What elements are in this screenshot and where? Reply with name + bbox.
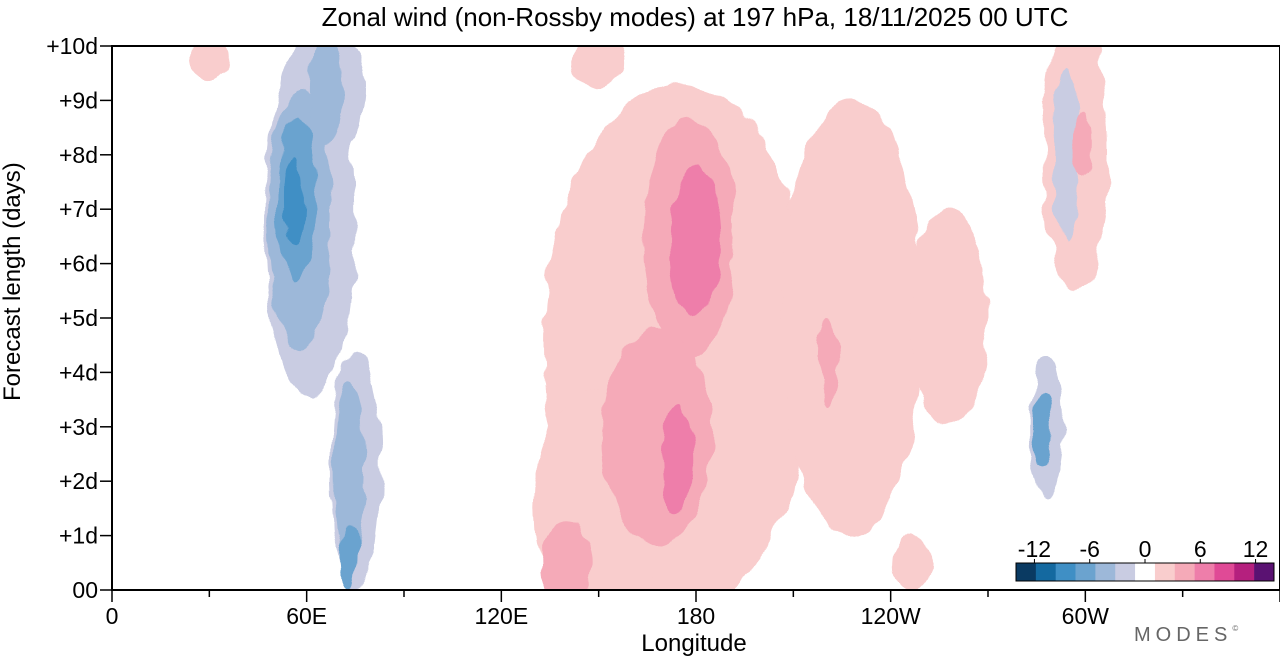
colorbar-tick-label: 12 <box>1243 536 1269 562</box>
colorbar-swatch <box>1254 563 1275 581</box>
x-axis: 0 60E 120E 180 120W 60W <box>106 590 1280 629</box>
colorbar: -12 -6 0 6 12 <box>1015 536 1275 582</box>
y-tick-label: +7d <box>59 196 98 222</box>
x-tick-label: 60E <box>286 603 327 629</box>
y-tick-label: +6d <box>59 251 98 277</box>
contour-region-6 <box>1185 122 1264 590</box>
contour-region-21 <box>1052 67 1079 242</box>
colorbar-tick-label: 0 <box>1139 536 1152 562</box>
colorbar-swatch <box>1154 563 1176 581</box>
y-tick-label: 00 <box>72 577 98 603</box>
contour-region-15 <box>189 46 229 79</box>
contour-region-16 <box>890 535 930 590</box>
y-tick-label: +10d <box>46 33 98 59</box>
contour-region-33 <box>339 524 359 590</box>
y-tick-label: +9d <box>59 87 98 113</box>
x-tick-label: 120W <box>861 603 921 629</box>
contour-region-29 <box>309 46 343 144</box>
y-tick-label: +5d <box>59 305 98 331</box>
colorbar-tick-label: 6 <box>1194 536 1207 562</box>
contour-region-12 <box>910 209 988 427</box>
x-axis-label: Longitude <box>641 630 747 657</box>
contour-region-35 <box>283 154 304 242</box>
x-tick-label: 180 <box>677 603 715 629</box>
contour-region-23 <box>601 328 713 547</box>
colorbar-swatch <box>1194 563 1215 581</box>
contour-region-30 <box>670 165 722 318</box>
colorbar-swatch <box>1055 563 1076 581</box>
chart-title: Zonal wind (non-Rossby modes) at 197 hPa… <box>321 2 1069 32</box>
modes-logo: MODES© <box>1134 624 1238 647</box>
y-axis: 00 +1d +2d +3d +4d +5d +6d +7d +8d +9d +10d <box>46 33 112 603</box>
colorbar-swatch <box>1016 563 1037 581</box>
colorbar-swatch <box>1115 563 1136 581</box>
contour-region-25 <box>819 318 839 406</box>
colorbar-tick-label: -6 <box>1079 536 1099 562</box>
y-tick-label: +1d <box>59 523 98 549</box>
colorbar-tick-label: -12 <box>1018 536 1051 562</box>
contour-fills <box>118 46 1264 590</box>
logo-text: MODES <box>1134 624 1233 646</box>
contour-region-34 <box>1033 388 1053 465</box>
x-tick-label: 60W <box>1062 603 1110 629</box>
colorbar-swatch <box>1095 563 1116 581</box>
contour-region-31 <box>660 405 693 514</box>
contour-region-26 <box>1072 111 1092 177</box>
contour-region-11 <box>780 100 924 536</box>
y-tick-label: +8d <box>59 142 98 168</box>
colorbar-swatch <box>1214 563 1235 581</box>
y-tick-label: +2d <box>59 468 98 494</box>
colorbar-swatch <box>1174 563 1195 581</box>
colorbar-swatch <box>1035 563 1056 581</box>
logo-mark: © <box>1232 624 1239 633</box>
colorbar-swatch <box>1075 563 1096 581</box>
contour-region-4 <box>183 459 223 590</box>
contour-region-24 <box>540 519 593 590</box>
contour-region-7 <box>936 535 988 590</box>
x-tick-label: 0 <box>106 603 119 629</box>
y-tick-label: +4d <box>59 359 98 385</box>
contour-region-8 <box>1166 46 1199 79</box>
colorbar-swatch <box>1234 563 1255 581</box>
contour-region-28 <box>332 383 366 558</box>
y-tick-label: +3d <box>59 414 98 440</box>
contour-layer <box>118 46 1264 590</box>
contour-region-3 <box>118 192 203 590</box>
colorbar-swatch <box>1135 563 1156 581</box>
x-tick-label: 120E <box>474 603 528 629</box>
contour-region-14 <box>572 46 625 90</box>
